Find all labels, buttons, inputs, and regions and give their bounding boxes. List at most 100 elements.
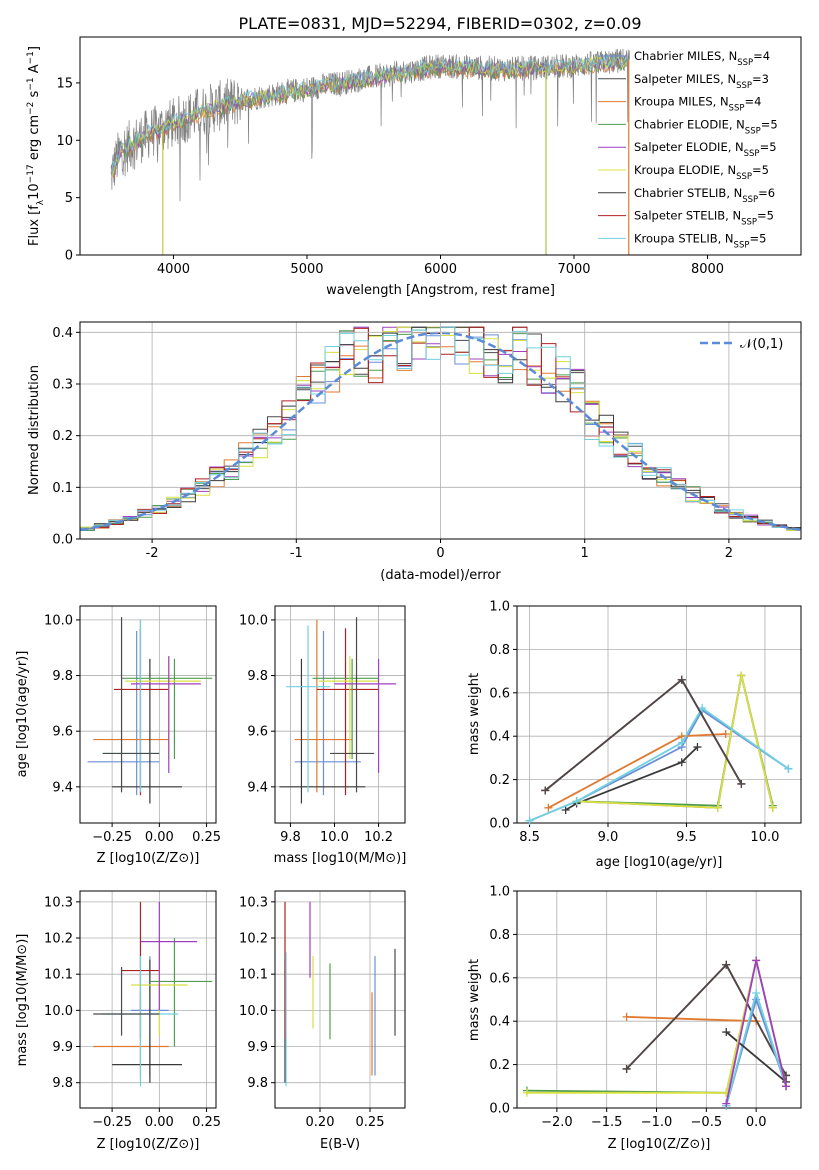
axes-frame	[274, 605, 406, 824]
weight-marker	[677, 758, 686, 767]
x-tick-label: 7000	[557, 262, 590, 277]
weight-vs-z-panel: −2.0 −1.5 −1.0 −0.5 0.0 0.0 0.2 0.4 0.6 0.8 1.0 Z […	[467, 885, 802, 1152]
legend-entry-kroupa-miles: Kroupa MILES, NSSP=4	[634, 95, 761, 114]
y-tick-label: 0.4	[489, 730, 510, 745]
weight-marker	[722, 1099, 731, 1108]
weight-line-chabrier-stelib	[725, 1031, 787, 1083]
x-tick-label: 0.25	[192, 1115, 221, 1130]
legend-entry-normal: 𝒩(0,1)	[740, 337, 783, 352]
y-tick-label: 9.4	[52, 780, 73, 795]
y-tick-label: 0.6	[489, 971, 510, 986]
weight-marker	[677, 738, 686, 747]
mass-vs-ebv-panel: 0.20 0.25 9.8 9.9 10.0 10.1 10.2 10.3 E(B-V)	[239, 890, 406, 1152]
residuals-x-label: (data-model)/error	[380, 568, 501, 583]
spectrum-x-label: wavelength [Angstrom, rest frame]	[326, 283, 555, 298]
weight-marker	[752, 956, 761, 965]
weight-line-kroupa-miles	[626, 1016, 757, 1023]
y-tick-label: 9.6	[52, 725, 73, 740]
weight-marker	[784, 764, 793, 773]
weight-marker	[693, 743, 702, 752]
spectrum-axes: 4000 5000 6000 7000 8000 0 5 10 15	[56, 36, 802, 277]
y-tick-label: 10.1	[239, 968, 268, 983]
weight-marker	[722, 960, 731, 969]
legend-entry-kroupa-stelib: Kroupa STELIB, NSSP=5	[634, 231, 766, 250]
axis-label: mass [log10(M/M⊙)]	[274, 851, 407, 866]
spectrum-panel: 4000 5000 6000 7000 8000 0 5 10 15 Chabrier MILE…	[26, 36, 802, 298]
y-tick-label: 0.0	[489, 1102, 510, 1117]
x-tick-label: 8.5	[519, 830, 540, 845]
y-tick-label: 9.9	[247, 1040, 268, 1055]
axis-label: Z [log10(Z/Z⊙)]	[97, 1137, 200, 1152]
y-tick-label: 0.4	[489, 1015, 510, 1030]
age-vs-z-panel: −0.25 0.00 0.25 9.4 9.6 9.8 10.0 Z [log10(Z/Z⊙)…	[15, 605, 221, 866]
x-tick-label: 8000	[691, 262, 724, 277]
y-tick-label: 9.8	[247, 1076, 268, 1091]
axes-frame	[79, 890, 217, 1109]
legend-entry-salpeter-miles: Salpeter MILES, NSSP=3	[634, 72, 769, 91]
weight-marker	[677, 675, 686, 684]
weight-marker	[722, 1028, 731, 1037]
x-tick-label: 5000	[290, 262, 323, 277]
x-tick-label: 0.00	[145, 1115, 174, 1130]
x-tick-label: 0.00	[145, 830, 174, 845]
y-tick-label: 9.8	[52, 1076, 73, 1091]
spectrum-legend: Chabrier MILES, NSSP=4 Salpeter MILES, NS…	[598, 49, 778, 250]
legend-entry-chabrier-stelib: Chabrier STELIB, NSSP=6	[634, 186, 775, 205]
weight-marker	[752, 988, 761, 997]
legend-entry-chabrier-elodie: Chabrier ELODIE, NSSP=5	[634, 117, 778, 136]
weight-marker	[698, 703, 707, 712]
figure-title: PLATE=0831, MJD=52294, FIBERID=0302, z=0…	[238, 14, 641, 33]
axis-label: age [log10(age/yr)]	[596, 855, 723, 870]
weight-marker	[782, 1082, 791, 1091]
axis-label: mass weight	[467, 959, 482, 1041]
axis-label: Z [log10(Z/Z⊙)]	[97, 851, 200, 866]
x-tick-label: 10.0	[320, 830, 349, 845]
x-tick-label: 6000	[424, 262, 457, 277]
x-tick-label: −1.5	[591, 1115, 623, 1130]
y-tick-label: 10.3	[239, 895, 268, 910]
weight-marker	[525, 816, 534, 825]
y-tick-label: 0.2	[489, 1058, 510, 1073]
weight-line-chabrier-stelib	[565, 746, 699, 811]
y-tick-label: 10.1	[44, 968, 73, 983]
model-spectrum-kroupa-stelib	[111, 53, 627, 178]
y-tick-label: 0.2	[489, 773, 510, 788]
y-tick-label: 15	[56, 76, 73, 91]
y-tick-label: 10.2	[239, 932, 268, 947]
y-tick-label: 10.2	[44, 932, 73, 947]
x-tick-label: -2	[146, 546, 159, 561]
weight-marker	[713, 803, 722, 812]
y-tick-label: 10.0	[239, 1004, 268, 1019]
axis-label: age [log10(age/yr)]	[15, 651, 30, 778]
y-tick-label: 0.1	[52, 481, 73, 496]
x-tick-label: 9.5	[676, 830, 697, 845]
x-tick-label: −2.0	[541, 1115, 573, 1130]
axes-frame	[79, 605, 217, 824]
y-tick-label: 5	[65, 191, 73, 206]
axis-label: E(B-V)	[320, 1137, 360, 1152]
y-tick-label: 0	[65, 249, 73, 264]
y-tick-label: 0.4	[52, 326, 73, 341]
x-tick-label: 2	[725, 546, 733, 561]
y-tick-label: 0.0	[52, 533, 73, 548]
residuals-y-label: Normed distribution	[27, 365, 42, 495]
axes-frame	[516, 890, 802, 1109]
x-tick-label: -1	[290, 546, 303, 561]
x-tick-label: 4000	[157, 262, 190, 277]
y-tick-label: 10.0	[44, 613, 73, 628]
x-tick-label: 0.20	[306, 1115, 335, 1130]
weight-marker	[544, 803, 553, 812]
residuals-panel: -2 -1 0 1 2 0.0 0.1 0.2 0.3 0.4 𝒩(0,1) (data-mode…	[27, 321, 802, 583]
x-tick-label: 9.0	[598, 830, 619, 845]
small-panels: −0.25 0.00 0.25 9.4 9.6 9.8 10.0 Z [log10(Z/Z⊙)…	[15, 600, 802, 1152]
x-tick-label: 0.25	[356, 1115, 385, 1130]
legend-entry-salpeter-stelib: Salpeter STELIB, NSSP=5	[634, 209, 774, 228]
y-tick-label: 0.8	[489, 928, 510, 943]
x-tick-label: 1	[581, 546, 589, 561]
residuals-axes: -2 -1 0 1 2 0.0 0.1 0.2 0.3 0.4	[52, 321, 802, 561]
weight-marker	[622, 1012, 631, 1021]
weight-marker	[541, 786, 550, 795]
y-tick-label: 0.2	[52, 429, 73, 444]
x-tick-label: −0.25	[92, 1115, 132, 1130]
x-tick-label: 0.0	[746, 1115, 767, 1130]
